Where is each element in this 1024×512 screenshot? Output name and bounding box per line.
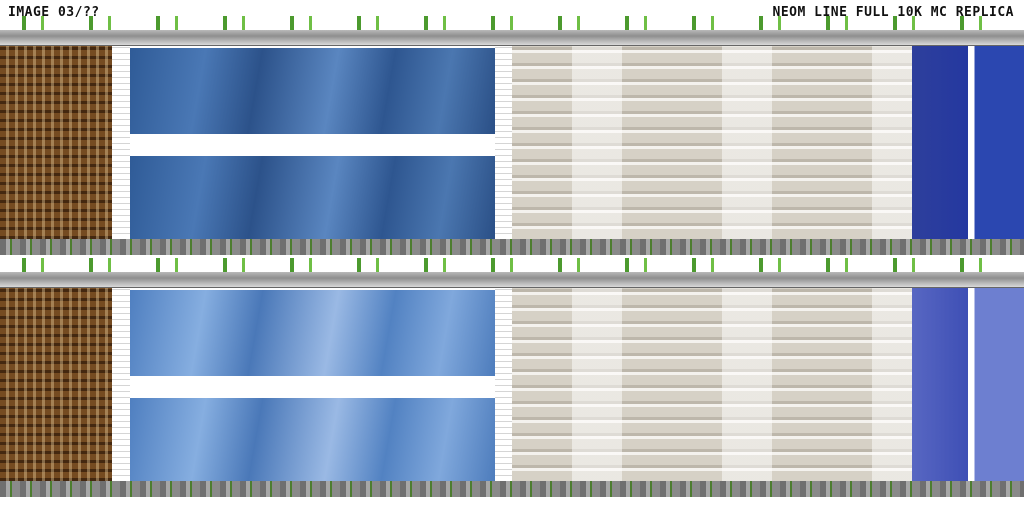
roof-strip bbox=[0, 272, 1024, 288]
glass-facade-section bbox=[130, 288, 495, 482]
white-column bbox=[112, 288, 130, 481]
white-column bbox=[495, 46, 512, 239]
navy-section bbox=[912, 46, 1024, 239]
render-panel-bottom bbox=[0, 258, 1024, 497]
brown-tower-section bbox=[0, 288, 112, 481]
rooftop-trees bbox=[0, 16, 1024, 30]
brown-tower-section bbox=[0, 46, 112, 239]
terrace-section bbox=[512, 46, 912, 239]
white-column bbox=[495, 288, 512, 481]
ground-strip bbox=[0, 239, 1024, 255]
terrace-section bbox=[512, 288, 912, 481]
glass-row-lower bbox=[130, 398, 495, 482]
glass-row-lower bbox=[130, 156, 495, 240]
roof-strip bbox=[0, 30, 1024, 46]
glass-row-upper bbox=[130, 290, 495, 376]
render-panel-top bbox=[0, 16, 1024, 255]
rooftop-trees bbox=[0, 258, 1024, 272]
glass-facade-section bbox=[130, 46, 495, 240]
glass-row-upper bbox=[130, 48, 495, 134]
white-column bbox=[112, 46, 130, 239]
navy-section bbox=[912, 288, 1024, 481]
ground-strip bbox=[0, 481, 1024, 497]
